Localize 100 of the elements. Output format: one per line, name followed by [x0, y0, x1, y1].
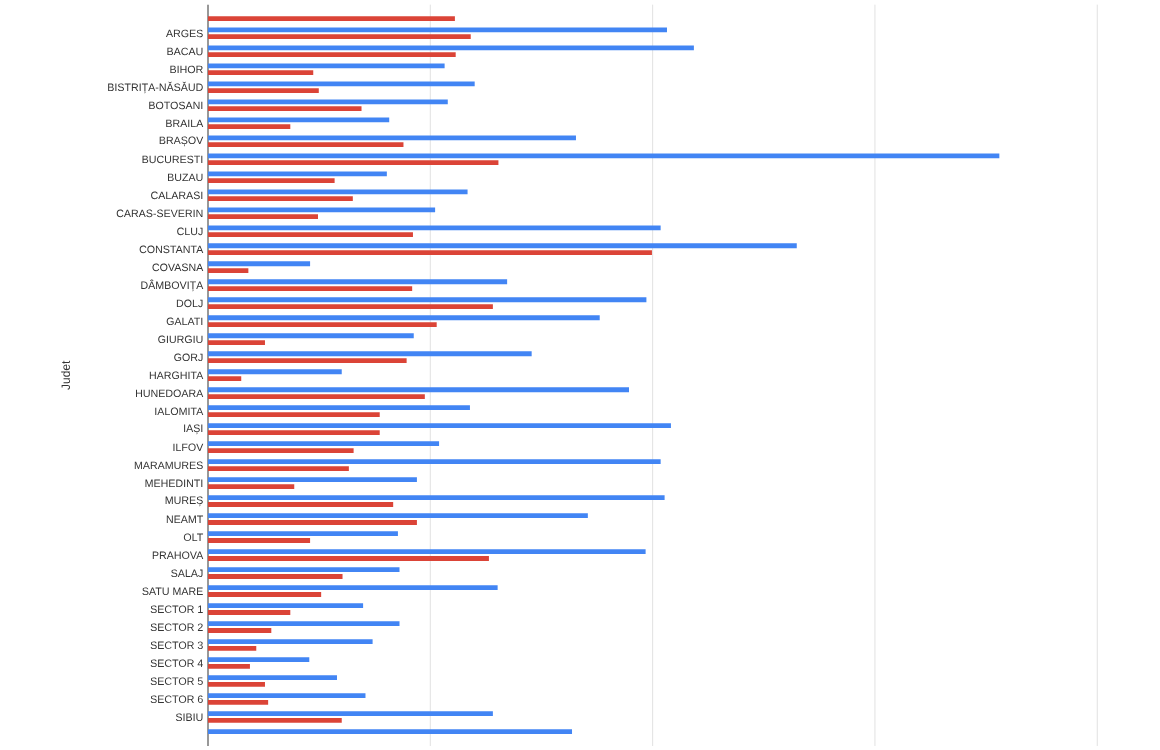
bar	[208, 664, 250, 669]
bar	[208, 52, 456, 58]
bar	[208, 81, 475, 87]
bar	[208, 459, 661, 465]
bar	[208, 189, 468, 195]
bar	[208, 178, 335, 184]
bar	[208, 621, 400, 627]
bar	[208, 304, 493, 309]
bar	[208, 88, 319, 94]
bar	[208, 387, 629, 393]
bar	[208, 261, 311, 267]
bar	[208, 34, 471, 40]
y-tick-label: GORJ	[174, 353, 203, 362]
y-tick-label: BACAU	[167, 47, 203, 56]
bar	[208, 232, 413, 238]
bar	[208, 567, 400, 573]
bar	[208, 466, 349, 471]
bar	[208, 610, 291, 615]
bar	[208, 322, 437, 327]
bar	[208, 27, 667, 33]
y-tick-label: MARAMURES	[134, 461, 203, 470]
y-tick-label: BUZAU	[168, 173, 203, 182]
y-tick-label: SECTOR 5	[150, 677, 203, 685]
bar	[208, 376, 242, 381]
bar	[208, 628, 272, 633]
bar	[208, 412, 380, 417]
bar	[208, 531, 398, 537]
bar	[208, 549, 646, 555]
y-tick-label: NEAMT	[166, 515, 204, 523]
y-tick-label: CARAS-SEVERIN	[116, 209, 203, 218]
bar	[208, 585, 498, 591]
bar	[208, 45, 694, 51]
y-tick-label: SECTOR 3	[150, 641, 203, 650]
bar	[208, 675, 337, 681]
bar	[208, 214, 318, 220]
y-tick-label: MUREȘ	[165, 496, 203, 507]
bar	[208, 556, 489, 561]
bar	[208, 99, 448, 105]
bar	[208, 225, 661, 231]
bar	[208, 207, 436, 213]
bar	[208, 603, 364, 609]
bar	[208, 682, 265, 687]
bar	[208, 484, 295, 489]
y-tick-label: BUCURESTI	[142, 155, 203, 164]
bar	[208, 117, 390, 123]
bar	[208, 718, 342, 723]
y-axis-title: Judet	[61, 360, 70, 390]
bar	[208, 340, 265, 345]
y-tick-label: OLT	[183, 533, 204, 542]
y-tick-label: SALAJ	[171, 569, 203, 578]
bar	[208, 297, 647, 303]
y-tick-label: DOLJ	[176, 299, 203, 308]
y-tick-label: MEHEDINTI	[145, 479, 203, 487]
bar	[208, 250, 652, 256]
bar	[208, 171, 387, 177]
bar	[208, 502, 394, 507]
bar	[208, 639, 373, 645]
y-tick-label: BRAILA	[166, 119, 204, 128]
bar	[208, 394, 425, 399]
bar	[208, 351, 532, 357]
y-tick-label: HUNEDOARA	[136, 389, 204, 398]
bar	[208, 495, 665, 501]
bar	[208, 729, 573, 735]
bar	[208, 693, 366, 699]
bar	[208, 196, 353, 202]
y-tick-label: ARGES	[165, 29, 203, 38]
y-tick-label: ILFOV	[173, 443, 204, 452]
bar	[208, 153, 1000, 159]
bar	[208, 63, 445, 69]
y-tick-label: BIHOR	[170, 65, 203, 74]
bar	[208, 369, 342, 375]
y-tick-label: CLUJ	[177, 227, 203, 236]
bar	[208, 315, 600, 321]
y-tick-label: SATU MARE	[142, 587, 203, 596]
y-tick-label: CALARASI	[151, 191, 203, 200]
y-tick-label: SECTOR 2	[150, 623, 203, 632]
bar	[208, 286, 413, 291]
y-tick-label: IALOMITA	[155, 407, 204, 416]
bar	[208, 448, 354, 453]
bar	[208, 358, 407, 363]
y-tick-label: COVASNA	[152, 263, 204, 272]
bar	[208, 268, 249, 273]
bar	[208, 441, 440, 447]
y-tick-label: BOTOSANI	[149, 101, 203, 110]
y-tick-label: PRAHOVA	[152, 551, 204, 560]
y-tick-label: BRAȘOV	[159, 136, 204, 147]
bar	[208, 70, 314, 76]
bar	[208, 135, 576, 141]
y-tick-label: GALATI	[166, 317, 203, 326]
bar	[208, 700, 269, 705]
bar	[208, 711, 493, 717]
bar	[208, 16, 455, 22]
bar	[208, 160, 499, 166]
y-tick-label: BISTRIȚA-NĂSĂUD	[108, 81, 203, 94]
bar	[208, 423, 671, 429]
bar	[208, 477, 417, 483]
bar	[208, 574, 343, 579]
bar	[208, 333, 414, 339]
y-tick-label: SECTOR 4	[150, 659, 203, 668]
bar	[208, 405, 470, 411]
